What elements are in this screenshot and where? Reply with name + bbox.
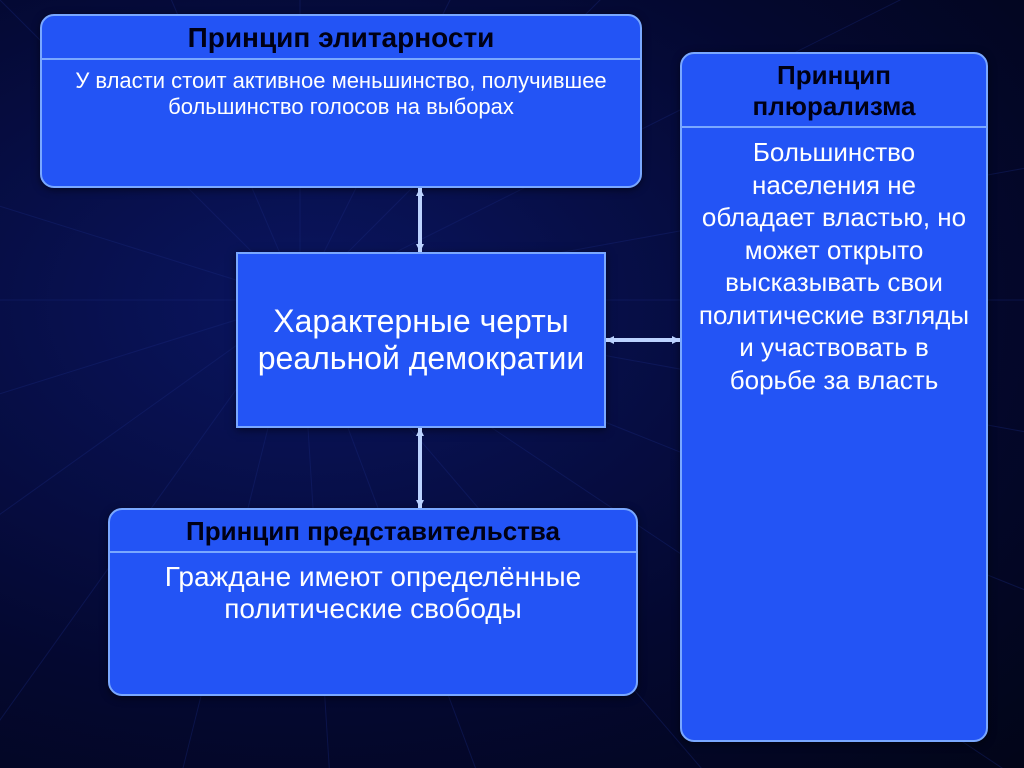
- node-pluralism: Принцип плюрализма Большинство населения…: [680, 52, 988, 742]
- node-elitism-title: Принцип элитарности: [42, 16, 640, 60]
- node-center: Характерные черты реальной демократии: [236, 252, 606, 428]
- node-representation-title: Принцип представительства: [110, 510, 636, 553]
- node-elitism-desc: У власти стоит активное меньшинство, пол…: [42, 60, 640, 132]
- node-elitism: Принцип элитарности У власти стоит актив…: [40, 14, 642, 188]
- node-representation-desc: Граждане имеют определённые политические…: [110, 553, 636, 637]
- node-pluralism-desc: Большинство населения не обладает власть…: [682, 128, 986, 408]
- node-center-text: Характерные черты реальной демократии: [256, 303, 586, 377]
- node-representation: Принцип представительства Граждане имеют…: [108, 508, 638, 696]
- node-pluralism-title: Принцип плюрализма: [682, 54, 986, 128]
